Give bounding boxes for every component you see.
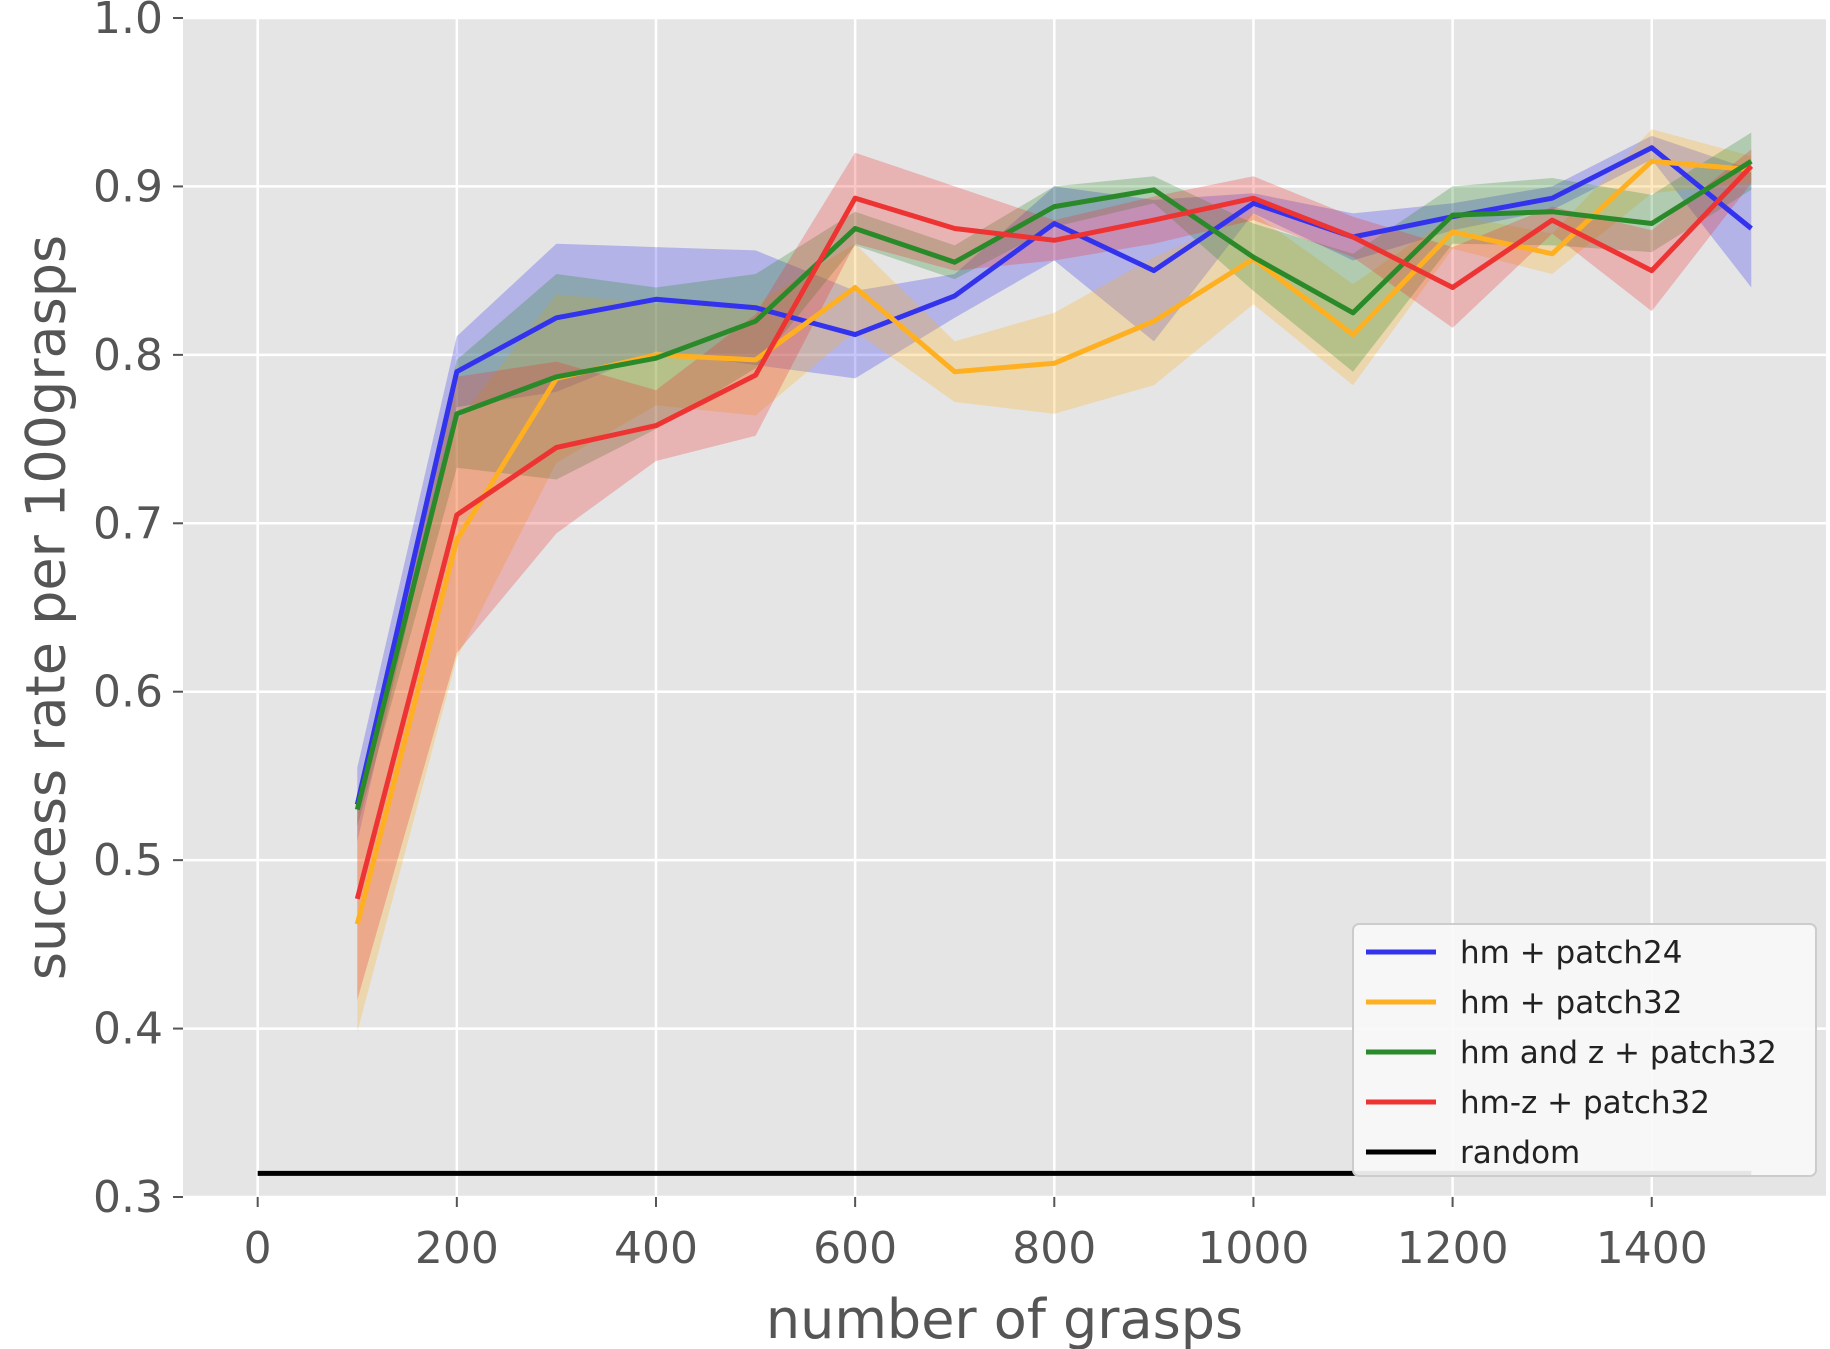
y-tick-label: 0.3 [93,1172,163,1223]
legend-item-random: random [1366,1135,1580,1171]
legend-label: hm + patch32 [1460,985,1683,1021]
legend: hm + patch24 hm + patch32 hm and z + patch… [1352,923,1817,1177]
x-axis-label: number of grasps [766,1288,1243,1349]
x-tick-label: 1400 [1596,1223,1708,1274]
legend-item-hm-z-patch32: hm-z + patch32 [1366,1085,1710,1121]
x-tick-label: 400 [614,1223,698,1274]
band-hm-patch24 [357,135,1752,842]
y-tick-label: 0.9 [93,161,163,212]
x-tick-label: 0 [244,1223,272,1274]
y-tick-label: 0.6 [93,667,163,718]
y-tick-label: 0.4 [93,1004,163,1055]
legend-item-hm-patch32: hm + patch32 [1366,985,1683,1021]
x-tick-label: 200 [415,1223,499,1274]
legend-frame [1352,923,1817,1177]
x-axis: 0 200 400 600 800 1000 1200 1400 [244,1197,1708,1274]
y-axis-label: success rate per 100grasps [15,235,78,980]
line-hm-patch24 [354,145,1753,806]
y-axis: 0.3 0.4 0.5 0.6 0.7 0.8 0.9 1.0 [93,0,183,1223]
legend-item-hm-patch24: hm + patch24 [1366,935,1683,971]
x-tick-label: 1000 [1197,1223,1309,1274]
y-tick-label: 0.8 [93,330,163,381]
legend-item-hm-and-z-patch32: hm and z + patch32 [1366,1035,1777,1071]
series-lines [257,145,1754,1176]
line-hm-z-patch32 [354,164,1754,900]
legend-label: hm-z + patch32 [1460,1085,1710,1121]
x-tick-label: 800 [1012,1223,1096,1274]
y-tick-label: 0.5 [93,835,163,886]
band-hm-z-patch32 [357,149,1752,1000]
legend-label: random [1460,1135,1580,1171]
legend-label: hm + patch24 [1460,935,1683,971]
x-tick-label: 1200 [1397,1223,1509,1274]
y-tick-label: 0.7 [93,498,163,549]
y-tick-label: 1.0 [93,0,163,44]
line-hm-and-z-patch32 [354,159,1753,811]
x-tick-label: 600 [813,1223,897,1274]
band-hm-patch32 [357,129,1752,1032]
legend-label: hm and z + patch32 [1460,1035,1777,1071]
